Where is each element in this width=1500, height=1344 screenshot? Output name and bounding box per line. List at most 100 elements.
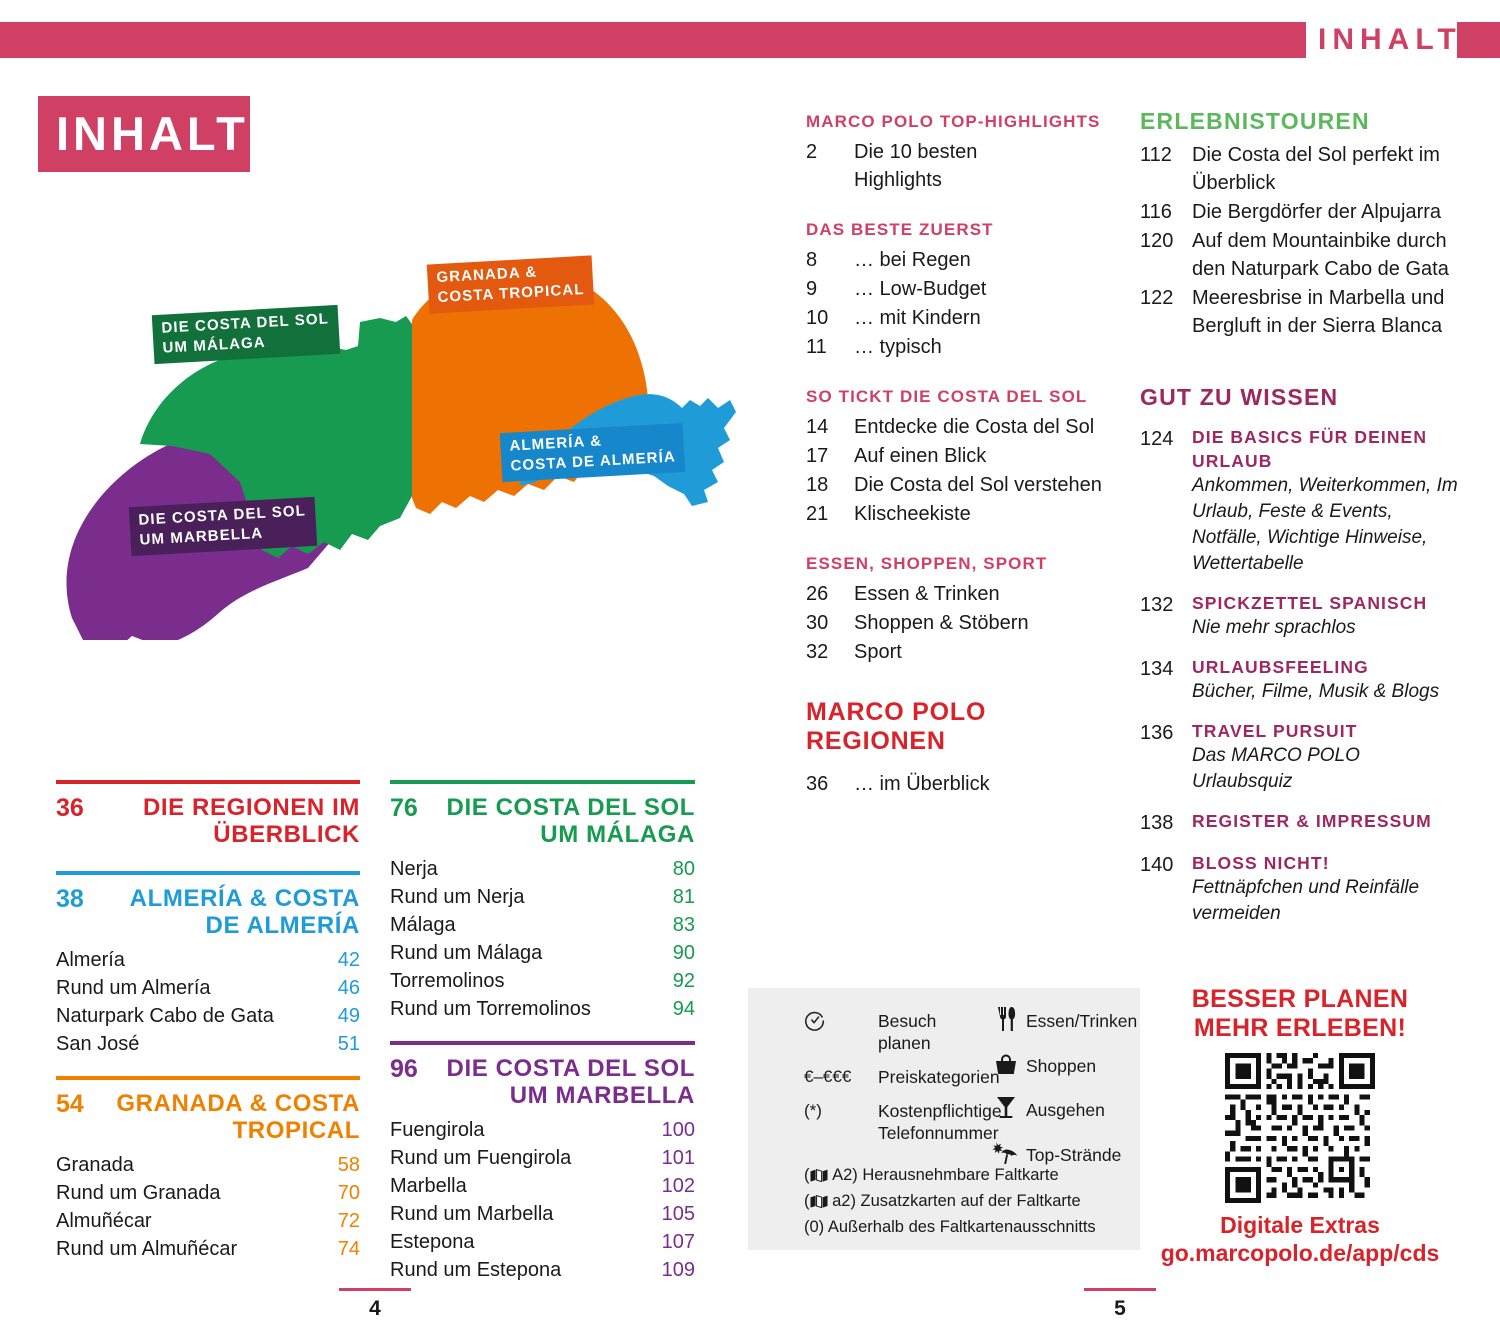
toc-entry[interactable]: 122 Meeresbrise in Marbella und Bergluft… xyxy=(1140,284,1460,340)
toc-entry[interactable]: 26 Essen & Trinken xyxy=(806,580,1106,608)
toc-entry[interactable]: 124 DIE BASICS FÜR DEINEN URLAUB Ankomme… xyxy=(1140,425,1460,577)
toc-entry-label: … mit Kindern xyxy=(854,307,981,329)
toc-entry[interactable]: 136 TRAVEL PURSUIT Das MARCO POLO Urlaub… xyxy=(1140,719,1460,795)
toc-entry-page: 72 xyxy=(337,1210,360,1232)
map-label-granada[interactable]: GRANADA & COSTA TROPICAL xyxy=(426,255,595,314)
toc-entry[interactable]: Rund um Torremolinos 94 xyxy=(390,995,695,1023)
toc-entry[interactable]: San José 51 xyxy=(56,1030,360,1058)
toc-entry[interactable]: Rund um Marbella 105 xyxy=(390,1200,695,1228)
group-title: DAS BESTE ZUERST xyxy=(806,220,994,239)
toc-entry[interactable]: Rund um Estepona 109 xyxy=(390,1256,695,1284)
page-number-rule xyxy=(1084,1288,1156,1291)
toc-entry[interactable]: 32 Sport xyxy=(806,638,1106,666)
toc-entry[interactable]: 9 … Low-Budget xyxy=(806,275,1106,303)
toc-entry[interactable]: 140 BLOSS NICHT! Fettnäpfchen und Reinfä… xyxy=(1140,851,1460,927)
map-region-malaga[interactable] xyxy=(140,316,412,558)
toc-entry-heading: BLOSS NICHT! xyxy=(1192,853,1330,873)
toc-entry[interactable]: Almería 42 xyxy=(56,946,360,974)
toc-entry-page: 105 xyxy=(661,1203,695,1225)
toc-entry[interactable]: 134 URLAUBSFEELING Bücher, Filme, Musik … xyxy=(1140,655,1460,705)
promo-footer-line1: Digitale Extras xyxy=(1220,1212,1380,1238)
toc-entry-heading: TRAVEL PURSUIT xyxy=(1192,721,1358,741)
legend-item: Shoppen xyxy=(986,1053,1141,1080)
group-title: MARCO POLO REGIONEN xyxy=(806,698,987,755)
toc-entry[interactable]: Almuñécar 72 xyxy=(56,1207,360,1235)
legend-left-items: Besuch planen €–€€€ Preiskategorien (*) … xyxy=(804,1010,1002,1156)
toc-entry[interactable]: Rund um Nerja 81 xyxy=(390,883,695,911)
promo-footer-url[interactable]: go.marcopolo.de/app/cds xyxy=(1160,1240,1440,1266)
toc-entry[interactable]: Naturpark Cabo de Gata 49 xyxy=(56,1002,360,1030)
toc-entry[interactable]: Granada 58 xyxy=(56,1151,360,1179)
section-title[interactable]: DIE COSTA DEL SOL UM MÁLAGA xyxy=(446,794,695,848)
toc-entry-label: Rund um Marbella xyxy=(390,1203,554,1225)
toc-entry[interactable]: 120 Auf dem Mountainbike durch den Natur… xyxy=(1140,227,1460,283)
toc-entry[interactable]: 14 Entdecke die Costa del Sol xyxy=(806,413,1106,441)
toc-entry[interactable]: Málaga 83 xyxy=(390,911,695,939)
toc-entry-label: Rund um Almería xyxy=(56,977,211,999)
legend-item: (*) Kostenpflichtige Telefonnummer xyxy=(804,1100,1002,1144)
toc-entry-label: Meeresbrise in Marbella und Bergluft in … xyxy=(1192,287,1445,337)
group-das-beste-zuerst: DAS BESTE ZUERST 8 … bei Regen 9 … Low-B… xyxy=(806,220,1106,361)
qr-code[interactable] xyxy=(1225,1053,1375,1203)
map-label-marbella[interactable]: DIE COSTA DEL SOL UM MARBELLA xyxy=(128,496,317,557)
toc-entry[interactable]: 116 Die Bergdörfer der Alpujarra xyxy=(1140,198,1460,226)
toc-entry[interactable]: 21 Klischeekiste xyxy=(806,500,1106,528)
legend-note-text: Herausnehmbare Faltkarte xyxy=(862,1166,1059,1184)
page-number-right: 5 xyxy=(1080,1288,1160,1321)
toc-entry-label: … bei Regen xyxy=(854,249,971,271)
page-number-rule xyxy=(339,1288,411,1291)
inhalt-badge: INHALT xyxy=(38,96,250,172)
toc-entry[interactable]: Rund um Málaga 90 xyxy=(390,939,695,967)
toc-entry[interactable]: Rund um Granada 70 xyxy=(56,1179,360,1207)
toc-entry[interactable]: Torremolinos 92 xyxy=(390,967,695,995)
toc-entry-page: 134 xyxy=(1140,658,1174,680)
toc-entry[interactable]: 138 REGISTER & IMPRESSUM xyxy=(1140,809,1460,837)
toc-entry[interactable]: 30 Shoppen & Stöbern xyxy=(806,609,1106,637)
toc-entry[interactable]: Rund um Almuñécar 74 xyxy=(56,1235,360,1263)
section-title[interactable]: GRANADA & COSTA TROPICAL xyxy=(116,1090,360,1144)
beach-icon xyxy=(986,1141,1026,1170)
region-map: DIE COSTA DEL SOL UM MÁLAGA GRANADA & CO… xyxy=(40,250,750,640)
legend-item-label: Besuch planen xyxy=(878,1011,937,1053)
toc-entry[interactable]: 17 Auf einen Blick xyxy=(806,442,1106,470)
group-gut-zu-wissen: GUT ZU WISSEN 124 DIE BASICS FÜR DEINEN … xyxy=(1140,384,1460,927)
legend-note-code: a2) xyxy=(832,1192,856,1210)
toc-entry[interactable]: Rund um Fuengirola 101 xyxy=(390,1144,695,1172)
map-label-malaga[interactable]: DIE COSTA DEL SOL UM MÁLAGA xyxy=(151,304,340,365)
toc-entry-page: 116 xyxy=(1140,201,1172,223)
legend-box: Besuch planen €–€€€ Preiskategorien (*) … xyxy=(748,988,1140,1250)
toc-entry[interactable]: 36 … im Überblick xyxy=(806,770,1106,798)
toc-column-1: 36 DIE REGIONEN IM ÜBERBLICK 38 ALMERÍA … xyxy=(56,780,360,1263)
toc-entry[interactable]: Fuengirola 100 xyxy=(390,1116,695,1144)
toc-entry-label: Essen & Trinken xyxy=(854,583,1000,605)
toc-entry-page: 11 xyxy=(806,336,827,358)
legend-item-label: Kostenpflichtige Telefonnummer xyxy=(878,1101,1002,1143)
section-rule xyxy=(56,871,360,875)
map-label-almeria[interactable]: ALMERÍA & COSTA DE ALMERÍA xyxy=(499,422,686,483)
toc-entry-page: 51 xyxy=(337,1033,360,1055)
promo-title-line1: BESSER PLANEN xyxy=(1191,985,1409,1013)
group-title: SO TICKT DIE COSTA DEL SOL xyxy=(806,387,1088,406)
toc-entry[interactable]: Nerja 80 xyxy=(390,855,695,883)
toc-entry[interactable]: 132 SPICKZETTEL SPANISCH Nie mehr sprach… xyxy=(1140,591,1460,641)
toc-entry[interactable]: 112 Die Costa del Sol perfekt im Überbli… xyxy=(1140,141,1460,197)
section-title[interactable]: DIE REGIONEN IM ÜBERBLICK xyxy=(142,794,360,848)
toc-entry-page: 83 xyxy=(672,914,695,936)
toc-entry-page: 124 xyxy=(1140,428,1174,450)
section-title[interactable]: ALMERÍA & COSTA DE ALMERÍA xyxy=(129,885,360,939)
toc-entry-heading: DIE BASICS FÜR DEINEN URLAUB xyxy=(1192,427,1428,471)
toc-entry-label: … typisch xyxy=(854,336,942,358)
toc-entry[interactable]: Rund um Almería 46 xyxy=(56,974,360,1002)
toc-entry-page: 14 xyxy=(806,416,829,438)
group-title: ESSEN, SHOPPEN, SPORT xyxy=(806,554,1048,573)
toc-entry[interactable]: Estepona 107 xyxy=(390,1228,695,1256)
section-title[interactable]: DIE COSTA DEL SOL UM MARBELLA xyxy=(446,1055,695,1109)
toc-entry[interactable]: 8 … bei Regen xyxy=(806,246,1106,274)
page-number-value: 4 xyxy=(369,1297,381,1320)
toc-entry-label: Die Costa del Sol perfekt im Überblick xyxy=(1192,144,1440,194)
toc-entry[interactable]: 2 Die 10 besten Highlights xyxy=(806,138,1106,194)
toc-entry[interactable]: 10 … mit Kindern xyxy=(806,304,1106,332)
toc-entry[interactable]: 18 Die Costa del Sol verstehen xyxy=(806,471,1106,499)
toc-entry[interactable]: Marbella 102 xyxy=(390,1172,695,1200)
toc-entry[interactable]: 11 … typisch xyxy=(806,333,1106,361)
